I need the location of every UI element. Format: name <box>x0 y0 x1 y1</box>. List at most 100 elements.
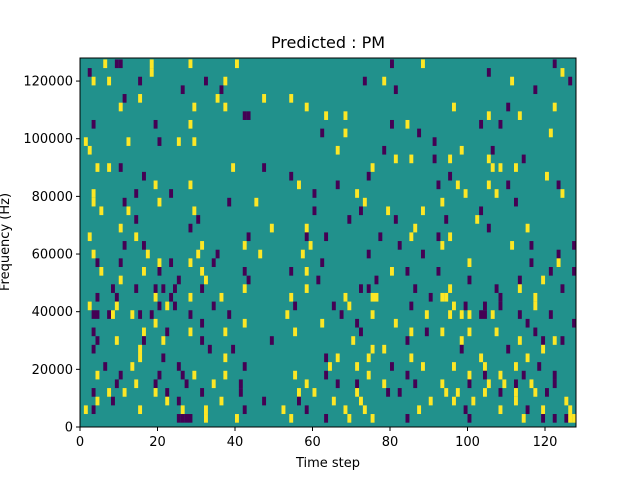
high-cell <box>130 362 135 371</box>
high-cell <box>328 362 332 371</box>
high-cell <box>552 102 557 112</box>
high-cell <box>459 145 464 155</box>
high-cell <box>467 327 472 337</box>
high-cell <box>467 258 472 268</box>
high-cell <box>188 59 193 69</box>
low-cell <box>200 388 205 397</box>
high-cell <box>448 232 453 242</box>
low-cell <box>204 76 208 86</box>
low-cell <box>118 258 123 268</box>
high-cell <box>107 76 112 86</box>
high-cell <box>370 310 375 319</box>
low-cell <box>118 163 123 172</box>
high-cell <box>254 197 259 207</box>
high-cell <box>130 310 135 319</box>
high-cell <box>366 370 371 380</box>
high-cell <box>483 362 487 371</box>
high-cell <box>153 388 158 397</box>
high-cell <box>355 189 360 198</box>
low-cell <box>196 215 201 224</box>
high-cell <box>424 310 429 319</box>
high-cell <box>560 68 565 77</box>
low-cell <box>362 76 367 86</box>
high-cell <box>219 396 224 406</box>
low-cell <box>556 180 561 190</box>
low-cell <box>169 189 174 198</box>
high-cell <box>165 396 170 406</box>
low-cell <box>169 292 174 302</box>
low-cell <box>533 85 538 95</box>
high-cell <box>242 318 247 328</box>
low-cell <box>211 301 216 311</box>
high-cell <box>297 180 301 190</box>
low-cell <box>173 284 177 293</box>
low-cell <box>297 396 301 406</box>
plot-frame <box>79 57 577 428</box>
high-cell <box>95 396 100 406</box>
low-cell <box>541 414 546 423</box>
high-cell <box>165 301 170 311</box>
high-cell <box>564 396 569 406</box>
high-cell <box>138 344 143 354</box>
high-cell <box>421 59 425 69</box>
high-cell <box>231 163 236 172</box>
high-cell <box>118 275 123 285</box>
high-cell <box>188 119 193 129</box>
low-cell <box>231 344 236 354</box>
high-cell <box>572 414 577 423</box>
high-cell <box>541 275 546 285</box>
high-cell <box>467 310 472 319</box>
low-cell <box>176 414 181 423</box>
low-cell <box>173 301 177 311</box>
x-tick-label: 100 <box>455 435 480 450</box>
high-cell <box>444 292 449 302</box>
low-cell <box>238 379 243 389</box>
x-tick-label: 60 <box>304 435 321 450</box>
high-cell <box>545 171 549 181</box>
low-cell <box>432 154 437 164</box>
high-cell <box>285 310 290 319</box>
low-cell <box>393 85 398 95</box>
low-cell <box>111 284 115 293</box>
low-cell <box>514 379 518 389</box>
high-cell <box>289 292 294 302</box>
high-cell <box>107 163 112 172</box>
high-cell <box>219 292 224 302</box>
low-cell <box>111 396 115 406</box>
low-cell <box>246 111 251 120</box>
high-cell <box>370 292 375 302</box>
high-cell <box>514 396 518 406</box>
high-cell <box>452 396 456 406</box>
low-cell <box>494 284 499 293</box>
low-cell <box>95 336 100 345</box>
high-cell <box>498 163 503 172</box>
high-cell <box>289 414 294 423</box>
high-cell <box>188 258 193 268</box>
high-cell <box>211 379 216 389</box>
low-cell <box>161 353 166 363</box>
high-cell <box>351 336 356 345</box>
low-cell <box>142 171 146 181</box>
high-cell <box>498 405 503 415</box>
high-cell <box>521 414 526 423</box>
low-cell <box>432 137 437 146</box>
low-cell <box>149 310 154 319</box>
high-cell <box>335 145 340 155</box>
low-cell <box>560 284 565 293</box>
low-cell <box>517 275 522 285</box>
low-cell <box>498 119 503 129</box>
low-cell <box>463 405 468 415</box>
low-cell <box>506 344 511 354</box>
low-cell <box>390 362 394 371</box>
high-cell <box>533 388 538 397</box>
high-cell <box>533 301 538 311</box>
x-axis: 0 20 40 60 80 100 120 <box>76 427 557 450</box>
low-cell <box>382 145 387 155</box>
high-cell <box>114 336 119 345</box>
y-tick-label: 120000 <box>23 75 73 90</box>
high-cell <box>362 405 367 415</box>
low-cell <box>374 275 379 285</box>
high-cell <box>107 388 112 397</box>
high-cell <box>157 258 162 268</box>
